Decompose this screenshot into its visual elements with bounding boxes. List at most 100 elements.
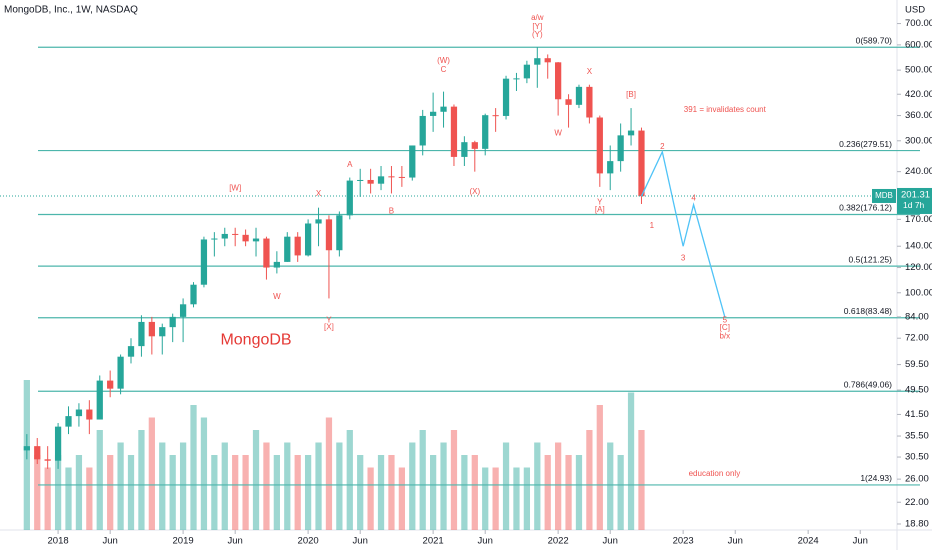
volume-bar — [346, 430, 353, 530]
volume-bar — [325, 417, 333, 530]
candle-body — [565, 99, 572, 105]
candle-body — [242, 234, 249, 242]
candle-body — [148, 321, 155, 337]
volume-bar — [284, 442, 291, 530]
wave-annotation: education only — [689, 469, 741, 478]
volume-bar — [429, 455, 437, 530]
countdown: 1d 7h — [903, 200, 925, 210]
wave-annotation: X — [316, 189, 322, 198]
volume-bar — [575, 455, 583, 530]
candle-body — [54, 426, 62, 461]
volume-bar — [75, 455, 83, 530]
volume-bar — [159, 442, 166, 530]
volume-bar — [200, 417, 208, 530]
volume-bar — [638, 430, 645, 530]
volume-bar — [398, 467, 405, 530]
wave-annotation: 391 = invalidates count — [684, 105, 767, 114]
x-tick-label: 2019 — [173, 536, 194, 547]
y-tick-label: 170.00 — [905, 214, 932, 225]
candle-body — [388, 176, 395, 178]
volume-bar — [450, 430, 458, 530]
wave-annotation: X — [587, 67, 593, 76]
candle-body — [482, 115, 489, 149]
wave-annotation: a/w — [531, 13, 544, 22]
volume-bar — [34, 455, 41, 530]
candle-body — [544, 58, 551, 63]
price-badge-bg — [897, 187, 932, 214]
volume-bar — [127, 455, 135, 530]
y-tick-label: 41.50 — [905, 409, 929, 420]
candle-body — [523, 64, 531, 79]
volume-bar — [357, 455, 364, 530]
x-tick-label: 2018 — [48, 536, 69, 547]
wave-annotation: (X) — [469, 187, 480, 196]
wave-annotation: 4 — [691, 193, 696, 202]
volume-bar — [440, 442, 447, 530]
volume-bar — [492, 467, 499, 530]
candle-body — [627, 130, 635, 136]
wave-annotation: [W] — [229, 183, 241, 192]
candle-body — [346, 180, 353, 216]
wave-annotation: b/x — [719, 331, 730, 340]
symbol-badge-bg — [872, 188, 896, 203]
volume-bar — [607, 442, 614, 530]
candle-body — [398, 176, 405, 178]
volume-bar — [211, 455, 218, 530]
candle-body — [159, 327, 166, 337]
x-tick-label: 2024 — [798, 536, 819, 547]
y-tick-label: 59.50 — [905, 359, 929, 370]
volume-bar — [86, 467, 93, 530]
candle-body — [232, 233, 239, 235]
volume-bar — [336, 442, 343, 530]
wave-annotation: [B] — [626, 90, 636, 99]
x-tick-label: Jun — [103, 536, 118, 547]
volume-bar — [179, 442, 187, 530]
volume-bar — [586, 430, 593, 530]
volume-bar — [138, 430, 145, 530]
candle-body — [263, 238, 270, 268]
wave-annotation: A — [347, 160, 353, 169]
candle-body — [367, 179, 374, 184]
volume-bar — [315, 442, 322, 530]
candle-body — [325, 219, 333, 251]
y-tick-label: 700.00 — [905, 18, 932, 29]
projection-line — [640, 149, 726, 318]
volume-bar — [627, 392, 635, 530]
volume-bar — [544, 455, 551, 530]
volume-bar — [232, 455, 239, 530]
wave-annotation: 2 — [660, 142, 665, 151]
fib-label: 0.382(176.12) — [839, 203, 892, 213]
x-tick-label: Jun — [603, 536, 618, 547]
wave-annotation: [X] — [324, 322, 334, 331]
volume-bar — [419, 430, 426, 530]
volume-bar — [117, 442, 124, 530]
y-tick-label: 300.00 — [905, 135, 932, 146]
chart-title: MongoDB, Inc., 1W, NASDAQ — [4, 5, 138, 16]
candle-body — [409, 145, 416, 178]
wave-annotation: 5 — [723, 315, 728, 324]
candle-body — [586, 86, 593, 118]
currency-label: USD — [905, 5, 925, 16]
volume-bar — [190, 405, 197, 530]
x-tick-label: Jun — [853, 536, 868, 547]
fib-label: 0.786(49.06) — [844, 380, 892, 390]
candle-body — [513, 78, 520, 80]
y-tick-label: 30.50 — [905, 452, 929, 463]
wave-annotation: Y — [326, 315, 332, 324]
candle-body — [607, 161, 614, 174]
fib-label: 0(589.70) — [856, 36, 893, 46]
y-tick-label: 420.00 — [905, 89, 932, 100]
x-tick-label: 2023 — [673, 536, 694, 547]
candle-body — [190, 284, 197, 305]
y-tick-label: 100.00 — [905, 287, 932, 298]
candle-body — [138, 321, 145, 347]
volume-bar — [148, 417, 155, 530]
volume-bar — [107, 455, 114, 530]
wave-annotation: 1 — [650, 221, 655, 230]
wave-annotation: 3 — [681, 254, 686, 263]
candle-body — [221, 233, 228, 239]
candle-body — [179, 304, 187, 317]
wave-annotation: W — [554, 128, 562, 137]
